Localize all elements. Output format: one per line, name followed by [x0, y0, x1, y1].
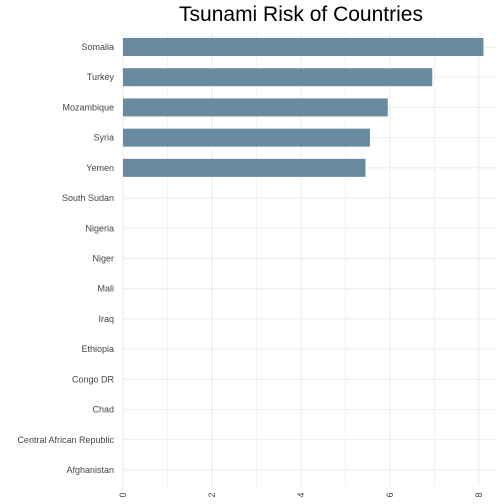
y-tick-label: Niger [92, 254, 114, 264]
y-tick-label: Turkey [87, 72, 115, 82]
bar [123, 158, 366, 177]
x-tick-label: 8 [474, 492, 484, 497]
y-tick-label: Chad [92, 405, 114, 415]
x-axis-labels: 0 2 4 6 8 [118, 492, 484, 497]
bar [123, 38, 484, 56]
y-tick-label: Mali [97, 284, 114, 294]
x-tick-label: 2 [207, 492, 217, 497]
y-tick-label: Iraq [98, 314, 114, 324]
bar [123, 128, 370, 147]
bar [123, 68, 433, 87]
y-tick-label: Mozambique [62, 102, 114, 112]
y-tick-label: Somalia [81, 42, 114, 52]
y-tick-label: Ethiopia [81, 344, 114, 354]
y-tick-label: South Sudan [62, 193, 114, 203]
y-tick-label: Yemen [86, 163, 114, 173]
bar [123, 98, 388, 117]
x-tick-label: 4 [296, 492, 306, 497]
y-tick-label: Nigeria [85, 223, 114, 233]
bars [123, 38, 484, 177]
y-tick-label: Congo DR [72, 374, 115, 384]
x-tick-label: 6 [385, 492, 395, 497]
chart-title: Tsunami Risk of Countries [179, 3, 423, 26]
y-tick-label: Syria [93, 133, 114, 143]
y-axis-labels: Somalia Turkey Mozambique Syria Yemen South S… [17, 42, 114, 475]
y-tick-label: Afghanistan [66, 465, 114, 475]
y-tick-label: Central African Republic [17, 435, 114, 445]
x-tick-label: 0 [118, 492, 128, 497]
